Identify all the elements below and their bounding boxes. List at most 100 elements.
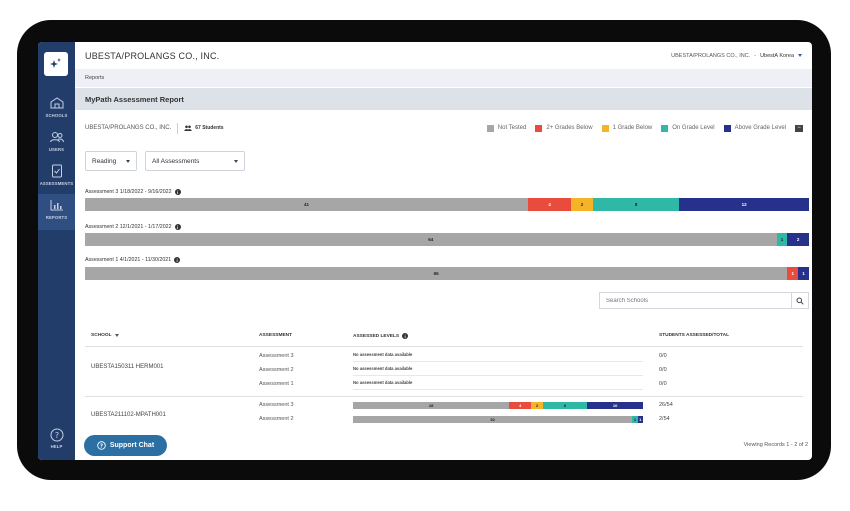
column-header-school[interactable]: SCHOOL [91,333,119,338]
school-name[interactable]: UBESTA211102-MPATH001 [91,412,166,418]
bar-segment[interactable]: 65 [85,267,788,280]
bar-segment[interactable]: 41 [85,198,529,211]
bar-segment[interactable]: 8 [542,402,588,409]
help-label: HELP [50,444,63,449]
sidebar-item-users[interactable]: USERS [38,126,75,162]
svg-text:?: ? [54,431,58,440]
table-cell-assessment: Assessment 2 [259,367,294,373]
sidebar-item-reports[interactable]: REPORTS [38,194,75,230]
divider [177,122,179,134]
column-header-levels: ASSESSED LEVELS i [353,333,409,339]
assessment-icon [51,164,62,178]
sidebar-item-label: ASSESSMENTS [39,181,74,186]
filters: Reading All Assessments [85,151,245,171]
users-icon [184,125,192,131]
user-name: UbestA Korea [760,52,794,59]
viewing-records: Viewing Records 1 - 2 of 2 [743,442,808,448]
assessment-1-label: Assessment 1 4/1/2021 - 11/30/2021 i [85,257,181,263]
assessment-3-bar: 41 4 2 8 12 [85,198,809,211]
sidebar-item-schools[interactable]: SCHOOLS [38,92,75,128]
row-divider [353,389,643,390]
breadcrumb-reports[interactable]: Reports [85,75,105,81]
assessment-2-label: Assessment 2 12/1/2021 - 1/17/2022 i [85,224,181,230]
info-icon[interactable]: i [174,257,181,263]
assessment-2-bar: 64 1 2 [85,233,809,246]
search-schools [599,292,809,309]
search-input[interactable] [600,293,791,308]
support-chat-button[interactable]: ? Support Chat [84,435,167,456]
column-header-label: SCHOOL [91,333,112,338]
assessment-3-label: Assessment 3 1/18/2022 - 9/16/2022 i [85,189,181,195]
table-cell-assessment: Assessment 1 [259,381,294,387]
row-divider [353,361,643,362]
bar-segment[interactable]: 1 [776,233,788,246]
table-cell-levels: No assessment data available [353,380,413,385]
sidebar-item-assessments[interactable]: ASSESSMENTS [38,160,75,196]
info-icon[interactable]: i [174,224,181,230]
chevron-down-icon [234,159,238,163]
bar-segment[interactable]: 8 [592,198,680,211]
legend-label: Not Tested [497,125,527,131]
bar-segment[interactable]: 2 [531,402,543,409]
school-level-bar: 28 4 2 8 10 [353,402,643,409]
bar-segment[interactable]: 1 [632,416,638,423]
reports-icon [50,200,63,211]
assessment-label-text: Assessment 3 1/18/2022 - 9/16/2022 [85,189,172,195]
table-divider [85,396,803,397]
info-icon[interactable]: i [174,189,181,195]
table-cell-levels: No assessment data available [353,366,413,371]
bar-segment[interactable]: 4 [509,402,532,409]
app-screen: SCHOOLS USERS ASSESSMENTS REPORTS ? HELP… [38,42,812,460]
search-button[interactable] [791,293,808,308]
sort-icon [114,334,119,337]
subject-select[interactable]: Reading [85,151,137,171]
sidebar-item-label: USERS [48,147,65,152]
assessment-select[interactable]: All Assessments [145,151,245,171]
bar-segment[interactable]: 12 [679,198,809,211]
help-icon: ? [97,441,106,450]
user-menu[interactable]: UBESTA/PROLANGS CO., INC. - UbestA Korea [671,53,802,59]
column-header-assessment: ASSESSMENT [259,333,293,338]
report-info-row: UBESTA/PROLANGS CO., INC. 67 Students No… [85,120,807,136]
school-level-bar: 52 1 1 [353,416,643,423]
bar-segment[interactable]: 1 [798,267,809,280]
legend-label: 1 Grade Below [612,125,653,131]
bar-segment[interactable]: 2 [571,198,593,211]
bar-segment[interactable]: 10 [587,402,643,409]
legend-item-not-tested: Not Tested [486,124,527,132]
bar-segment[interactable]: 28 [353,402,510,409]
school-icon [50,97,63,109]
main-content: UBESTA/PROLANGS CO., INC. UBESTA/PROLANG… [75,42,812,460]
sidebar: SCHOOLS USERS ASSESSMENTS REPORTS ? HELP [38,42,75,460]
users-icon [49,132,64,143]
table-cell-assessment: Assessment 3 [259,353,294,359]
search-icon [796,297,804,305]
bar-segment[interactable]: 64 [85,233,777,246]
student-count: 67 Students [184,125,224,131]
report-title-bar: MyPath Assessment Report [75,88,812,110]
row-divider [353,375,643,376]
legend-item-2-plus-below: 2+ Grades Below [535,124,593,132]
app-logo[interactable] [44,52,68,76]
bar-segment[interactable]: 1 [787,267,799,280]
bar-segment[interactable]: 4 [528,198,572,211]
school-name[interactable]: UBESTA150311 HERM001 [91,364,164,370]
collapse-legend-button[interactable]: − [795,124,803,132]
table-cell-assessment: Assessment 3 [259,402,294,408]
minus-icon: − [797,125,801,131]
help-button[interactable]: ? HELP [38,428,75,449]
legend-item-on-grade: On Grade Level [661,124,715,132]
assessment-label-text: Assessment 2 12/1/2021 - 1/17/2022 [85,224,172,230]
table-cell-levels: No assessment data available [353,352,413,357]
bar-segment[interactable]: 2 [787,233,809,246]
student-count-label: 67 Students [195,125,224,131]
support-chat-label: Support Chat [109,442,155,449]
table-cell-students: 2/54 [659,416,670,422]
org-title: UBESTA/PROLANGS CO., INC. [85,50,220,61]
assessment-1-bar: 65 1 1 [85,267,809,280]
info-icon[interactable]: i [402,333,409,339]
legend-label: Above Grade Level [734,125,786,131]
legend: Not Tested 2+ Grades Below 1 Grade Below… [486,120,803,136]
bar-segment[interactable]: 52 [353,416,633,423]
bar-segment[interactable]: 1 [637,416,643,423]
